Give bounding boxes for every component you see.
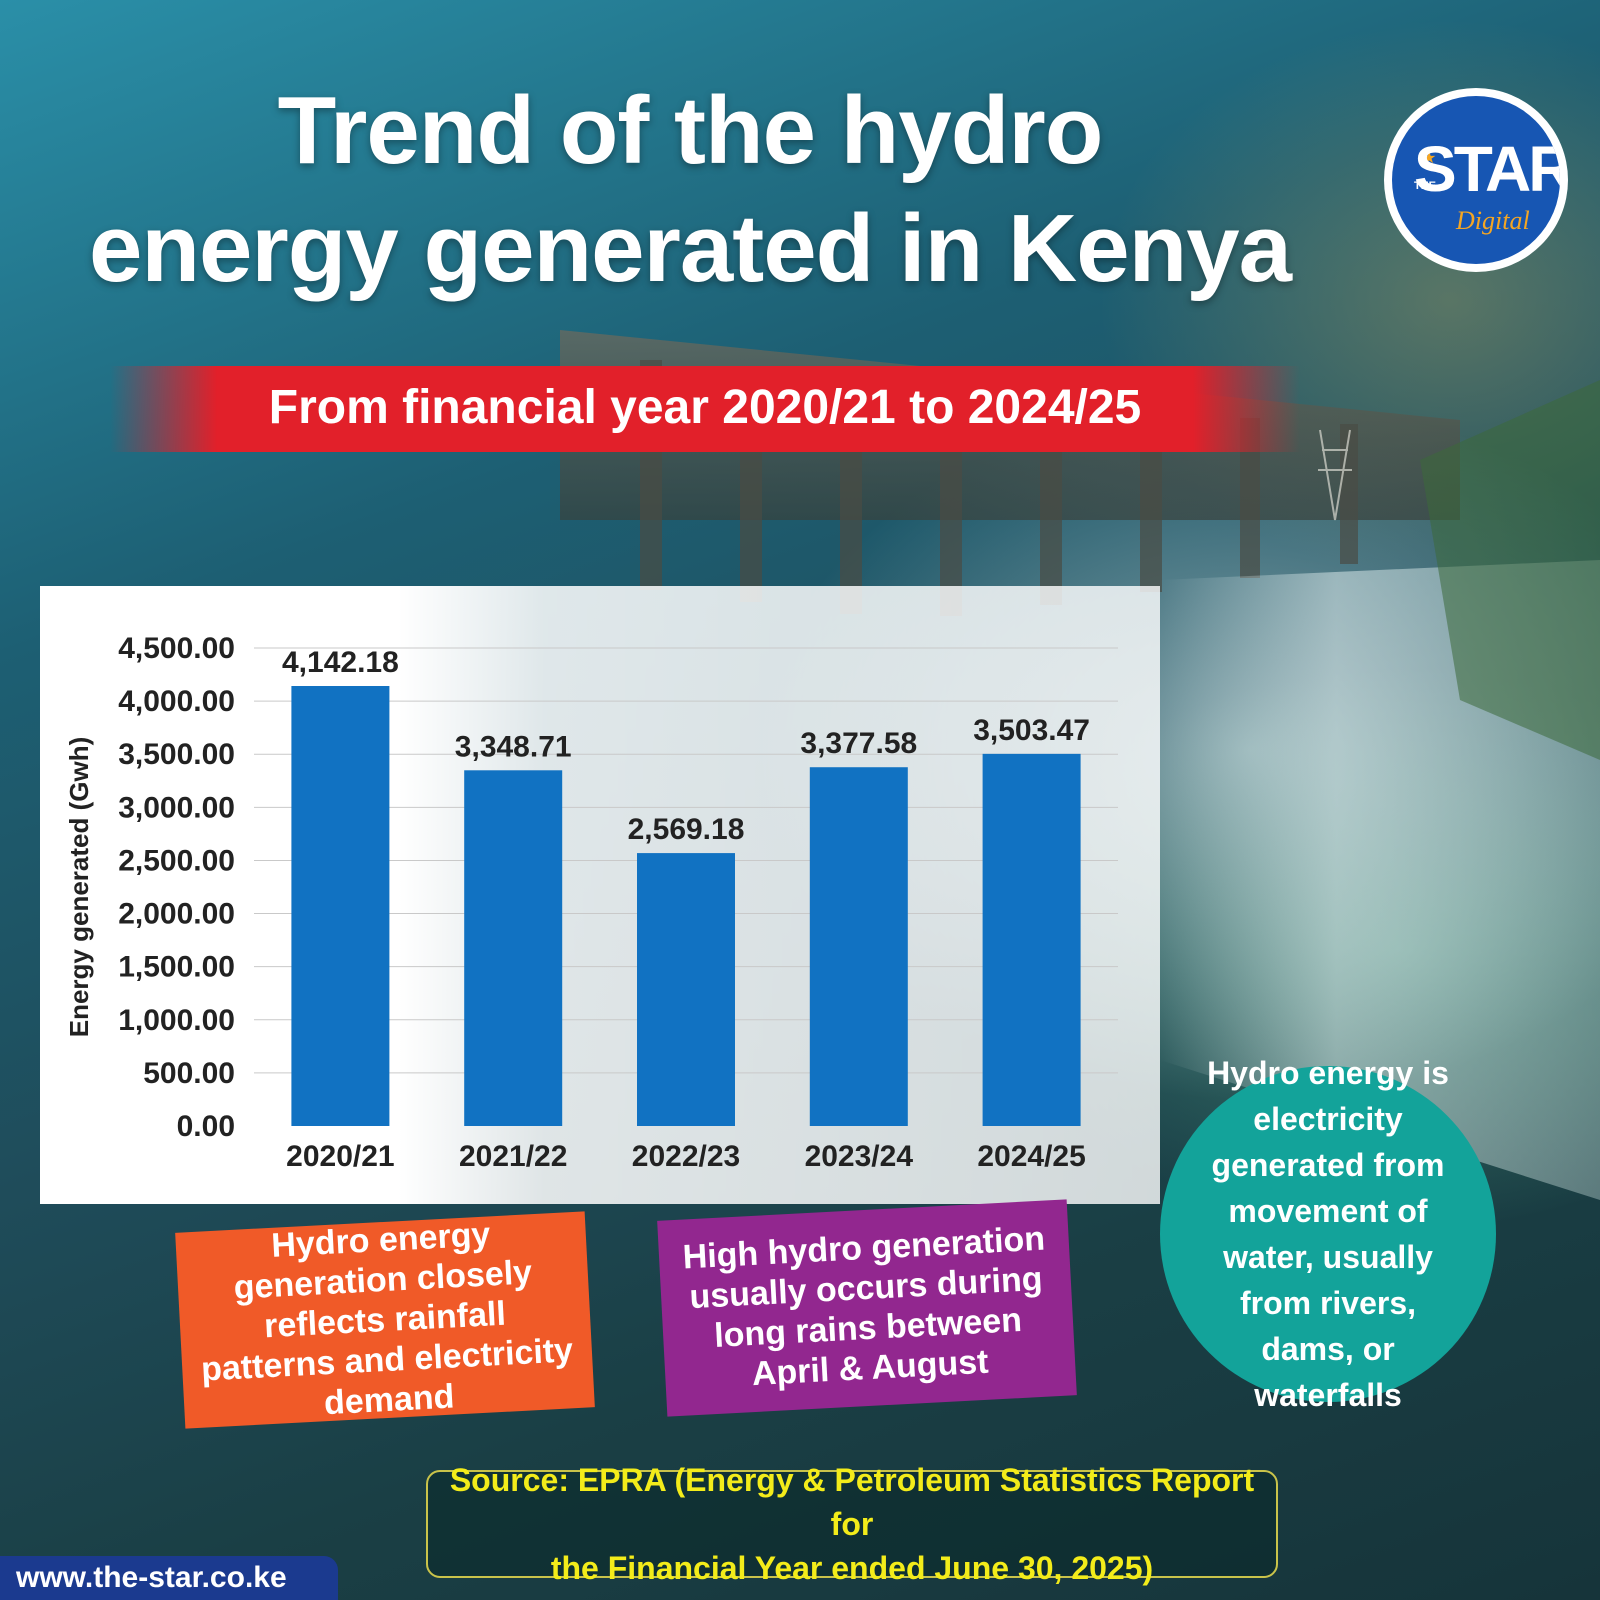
y-tick-label: 2,500.00 (118, 844, 235, 877)
chart-panel: 0.00 500.00 1,000.00 1,500.00 2,000.00 2,500.… (40, 586, 1160, 1204)
data-label: 3,377.58 (800, 727, 917, 760)
source-line-1: Source: EPRA (Energy & Petroleum Statist… (449, 1462, 1255, 1542)
y-tick-label: 3,000.00 (118, 791, 235, 824)
bar (809, 767, 908, 1126)
x-tick-label: 2021/22 (459, 1140, 567, 1173)
x-tick-label: 2023/24 (805, 1140, 914, 1173)
x-tick-label: 2020/21 (286, 1140, 394, 1173)
source-box: Source: EPRA (Energy & Petroleum Statist… (426, 1462, 1278, 1586)
data-label: 3,503.47 (973, 714, 1090, 747)
page-title: Trend of the hydro energy generated in K… (40, 72, 1340, 308)
y-tick-label: 4,000.00 (118, 685, 235, 718)
title-line-2: energy generated in Kenya (88, 195, 1292, 302)
website-url[interactable]: www.the-star.co.ke (0, 1556, 338, 1600)
subtitle-banner (110, 366, 1300, 452)
x-tick-label: 2024/25 (977, 1140, 1085, 1173)
bar (637, 853, 735, 1126)
y-tick-label: 1,500.00 (118, 951, 235, 984)
y-tick-label: 0.00 (177, 1110, 235, 1143)
data-label: 3,348.71 (455, 730, 572, 763)
bar (291, 686, 390, 1126)
y-tick-label: 3,500.00 (118, 738, 235, 771)
note-rainfall: Hydro energy generation closely reflects… (175, 1211, 595, 1429)
bar (982, 753, 1081, 1126)
title-line-1: Trend of the hydro (277, 77, 1104, 184)
star-spark-icon: ★ (1422, 150, 1437, 167)
note-definition: Hydro energy is electricity generated fr… (1160, 1055, 1496, 1413)
logo-digital-text: Digital (1456, 206, 1530, 235)
data-label: 4,142.18 (282, 646, 399, 679)
bar (464, 770, 563, 1126)
note-long-rains: High hydro generation usually occurs dur… (657, 1199, 1077, 1417)
y-axis-label: Energy generated (Gwh) (64, 737, 94, 1038)
y-tick-label: 2,000.00 (118, 898, 235, 931)
y-tick-label: 500.00 (143, 1057, 235, 1090)
y-tick-label: 4,500.00 (118, 632, 235, 665)
x-tick-label: 2022/23 (632, 1140, 740, 1173)
logo-star-text: STAR (1414, 133, 1560, 205)
logo-badge: ★ STAR THE Digital (1392, 96, 1560, 264)
subtitle: From financial year 2020/21 to 2024/25 (268, 381, 1142, 434)
data-label: 2,569.18 (628, 813, 745, 846)
the-star-digital-logo: ★ STAR THE Digital (1384, 88, 1568, 272)
y-tick-label: 1,000.00 (118, 1004, 235, 1037)
source-line-2: the Financial Year ended June 30, 2025) (550, 1550, 1154, 1586)
logo-the-text: THE (1414, 180, 1436, 192)
bar-chart: 0.00 500.00 1,000.00 1,500.00 2,000.00 2,500.… (64, 632, 1118, 1173)
